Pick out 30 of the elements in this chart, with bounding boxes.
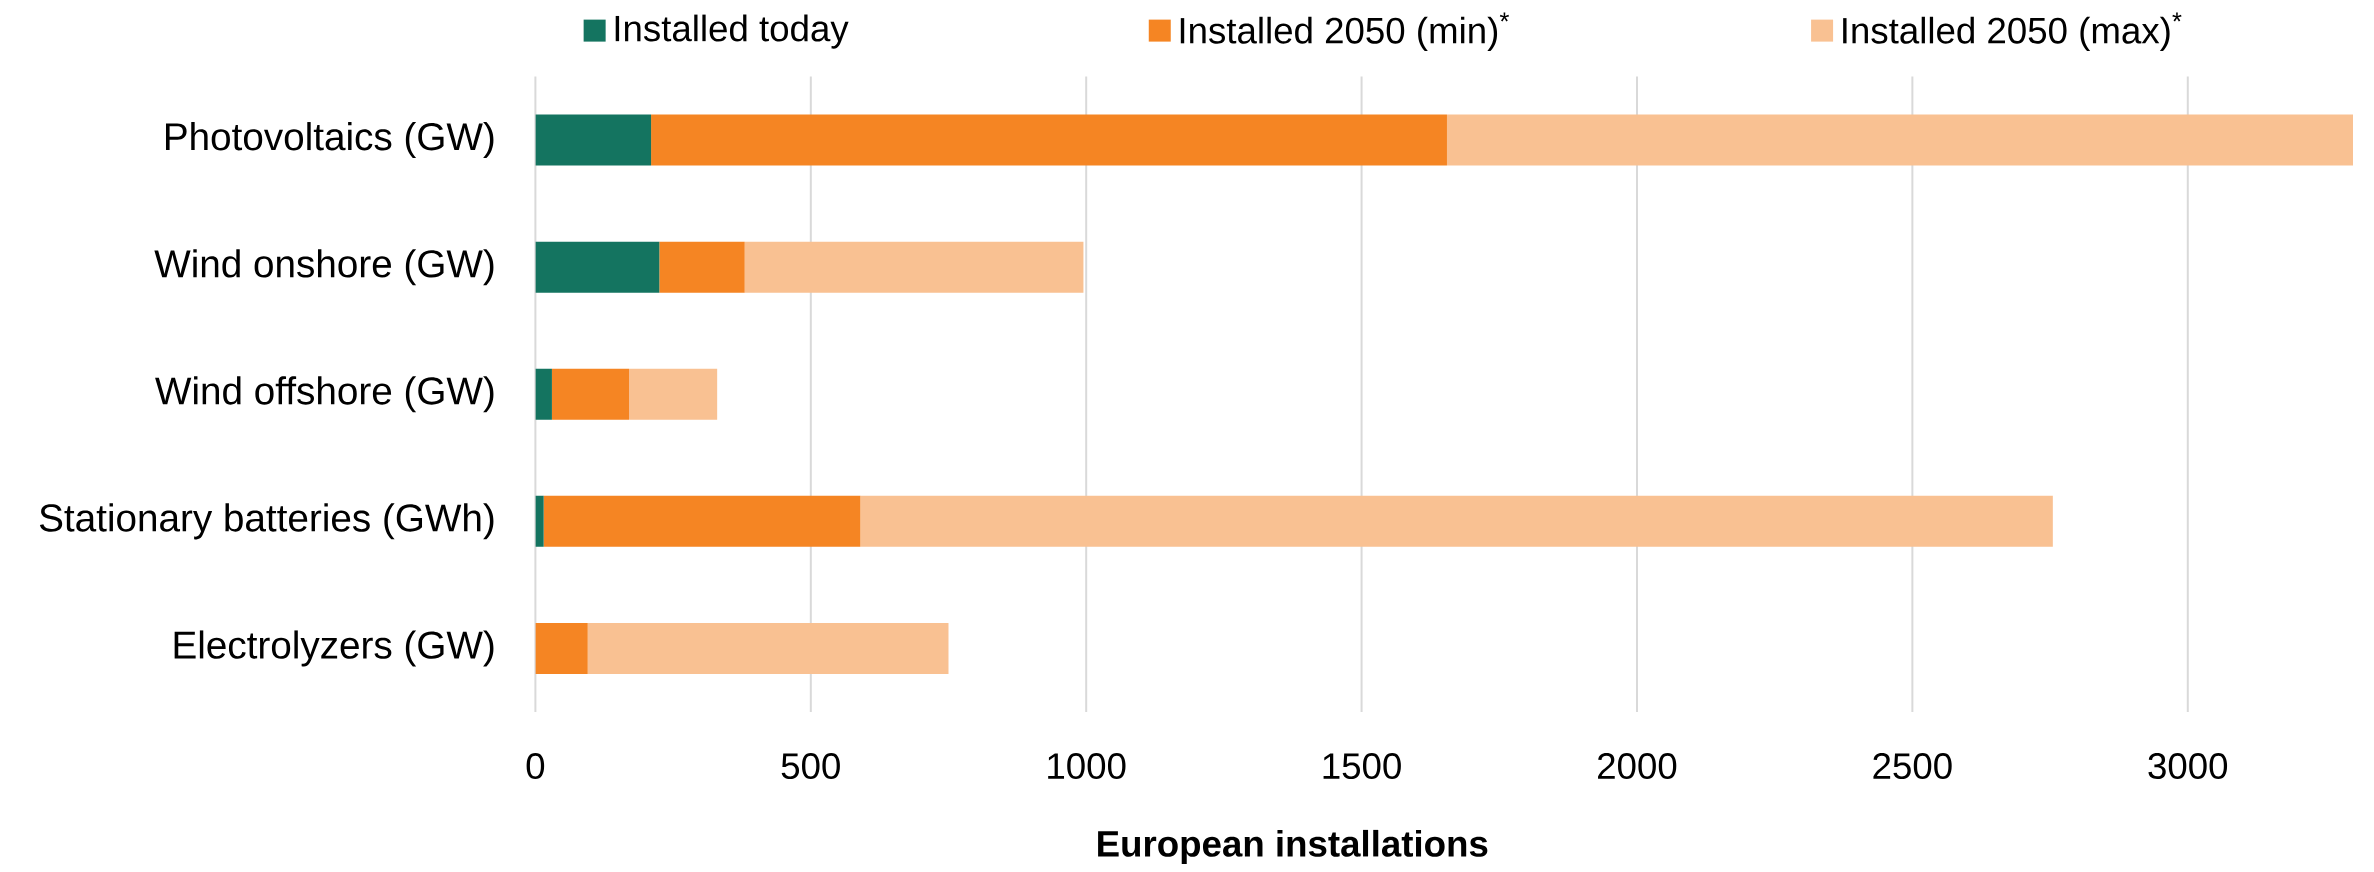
x-tick-label: 3000 (2148, 753, 2228, 780)
y-tick-label: Electrolyzers (GW) (174, 630, 494, 667)
bar (860, 495, 2053, 547)
bar (744, 241, 1084, 293)
bar (551, 368, 630, 420)
bar (535, 241, 660, 293)
x-tick-label: 2500 (1873, 753, 1952, 780)
legend-label: Installed 2050 (max)$^{*}$ (1843, 12, 2182, 51)
y-tick-label: Stationary batteries (GWh) (39, 503, 494, 540)
bar (543, 495, 861, 547)
bar (659, 241, 745, 293)
x-tick-label: 2000 (1598, 753, 1677, 780)
bar (629, 368, 718, 420)
x-tick-label: 500 (781, 753, 840, 780)
x-axis-title: European installations (1098, 829, 1488, 865)
x-tick-label: 0 (526, 753, 545, 780)
bar (535, 622, 588, 674)
y-tick-label: Wind onshore (GW) (154, 249, 494, 286)
legend-label: Installed today (615, 14, 849, 49)
y-tick-label: Wind offshore (GW) (155, 376, 494, 413)
legend-label: Installed 2050 (min)$^{*}$ (1180, 12, 1509, 51)
bar (535, 368, 552, 420)
bar (651, 114, 1447, 166)
bar (535, 495, 544, 547)
bar (587, 622, 949, 674)
x-tick-label: 1000 (1048, 753, 1126, 780)
y-tick-label: Photovoltaics (GW) (165, 122, 494, 159)
bar (535, 114, 652, 166)
bar (1446, 114, 2354, 166)
x-tick-label: 1500 (1323, 753, 1401, 780)
